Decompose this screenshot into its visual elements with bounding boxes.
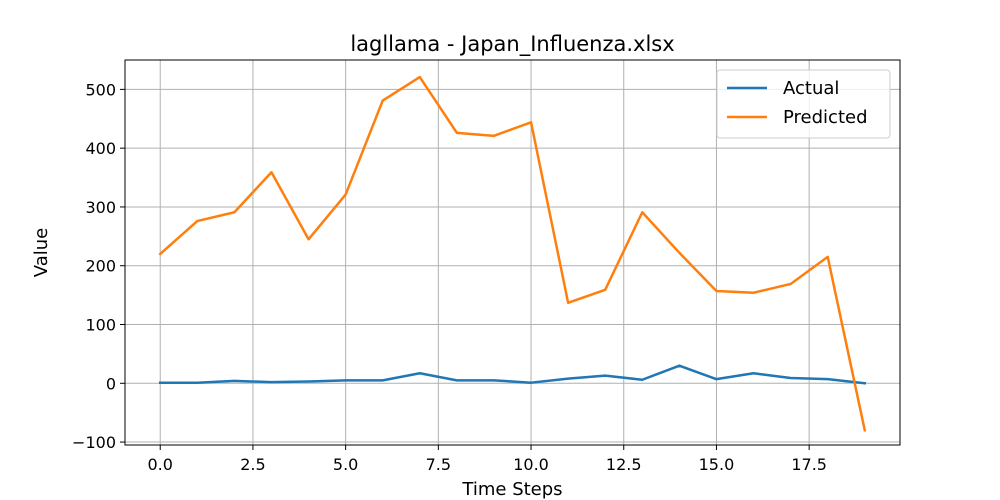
y-tick-label: −100 xyxy=(72,433,116,452)
x-tick-label: 15.0 xyxy=(699,455,735,474)
legend: Actual Predicted xyxy=(716,69,891,139)
legend-label-predicted: Predicted xyxy=(783,107,868,128)
x-tick-label: 0.0 xyxy=(148,455,173,474)
y-tick-label: 100 xyxy=(85,316,116,335)
plot-frame xyxy=(124,59,901,446)
x-tick-label: 10.0 xyxy=(513,455,549,474)
y-tick-label: 0 xyxy=(106,374,116,393)
y-tick-label: 200 xyxy=(85,257,116,276)
x-axis-title: Time Steps xyxy=(461,479,562,500)
x-tick-label: 17.5 xyxy=(791,455,827,474)
y-tick-label: 400 xyxy=(85,139,116,158)
series-layer xyxy=(158,75,867,432)
x-tick-label: 7.5 xyxy=(426,455,451,474)
x-tick-label: 2.5 xyxy=(240,455,265,474)
x-tick-label: 5.0 xyxy=(333,455,358,474)
series-line-predicted xyxy=(158,75,867,432)
y-axis-title: Value xyxy=(31,228,52,277)
chart-title: lagllama - Japan_Influenza.xlsx xyxy=(350,32,674,57)
ticks: 0.0 2.5 5.0 7.5 10.0 12.5 15.0 17.5 −100 0 100 200 3… xyxy=(72,80,827,474)
series-line-actual xyxy=(158,364,867,385)
y-tick-label: 500 xyxy=(85,80,116,99)
x-tick-label: 12.5 xyxy=(606,455,642,474)
y-tick-label: 300 xyxy=(85,198,116,217)
legend-label-actual: Actual xyxy=(783,78,839,99)
